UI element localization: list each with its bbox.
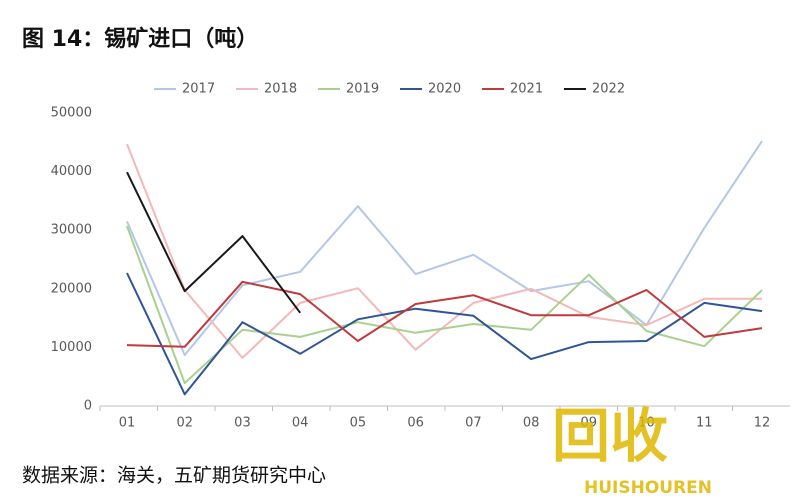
watermark-subtext: HUISHOUREN (584, 478, 712, 498)
watermark: 回收 HUISHOUREN (552, 402, 712, 498)
series-line (126, 140, 763, 356)
y-tick-label: 0 (84, 399, 92, 414)
x-tick-label: 02 (176, 416, 193, 431)
y-tick-label: 50000 (51, 106, 92, 121)
legend-label: 2018 (264, 82, 297, 97)
x-tick-label: 09 (581, 416, 598, 431)
legend-label: 2020 (428, 82, 461, 97)
x-tick-label: 08 (523, 416, 540, 431)
series-line (126, 143, 762, 359)
chart-title: 图 14：锡矿进口（吨） (22, 26, 258, 52)
series-line (126, 171, 301, 314)
watermark-text: 回收 (552, 402, 668, 470)
x-tick-label: 06 (407, 416, 424, 431)
legend-label: 2017 (182, 82, 215, 97)
legend-label: 2022 (592, 82, 625, 97)
series-line (126, 272, 763, 396)
y-tick-label: 20000 (51, 281, 92, 296)
legend-label: 2019 (346, 82, 379, 97)
x-tick-label: 03 (234, 416, 251, 431)
x-tick-label: 12 (754, 416, 771, 431)
x-tick-label: 10 (638, 416, 655, 431)
x-tick-label: 04 (292, 416, 309, 431)
x-tick-label: 11 (696, 416, 713, 431)
y-tick-label: 30000 (51, 223, 92, 238)
y-tick-label: 40000 (51, 164, 92, 179)
series-line (126, 280, 763, 348)
x-tick-label: 05 (350, 416, 367, 431)
x-tick-label: 01 (119, 416, 136, 431)
y-tick-label: 10000 (51, 340, 92, 355)
source-note: 数据来源：海关，五矿期货研究中心 (22, 465, 326, 487)
x-tick-label: 07 (465, 416, 482, 431)
legend-label: 2021 (510, 82, 543, 97)
